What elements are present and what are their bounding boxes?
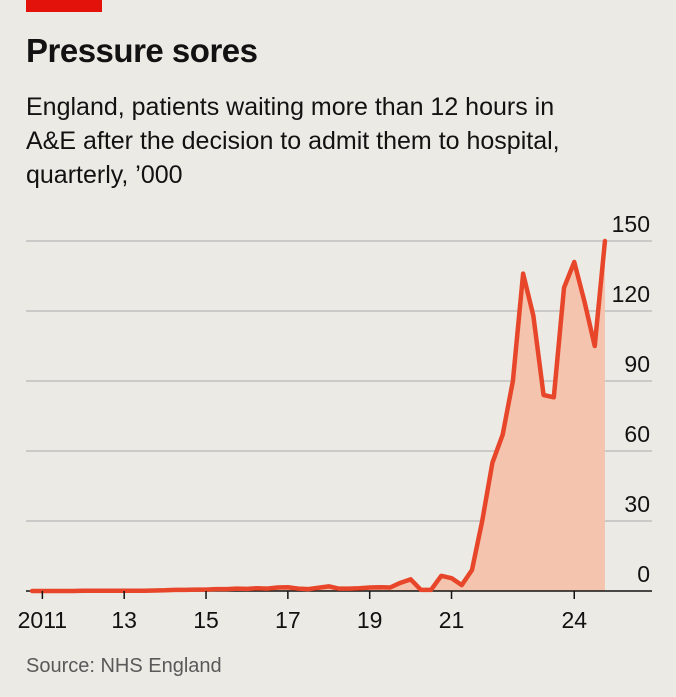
x-tick-label-15: 15 — [193, 607, 219, 633]
x-tick-label-13: 13 — [111, 607, 137, 633]
y-tick-label-60: 60 — [624, 421, 650, 447]
x-tick-label-17: 17 — [275, 607, 301, 633]
x-tick-label-19: 19 — [357, 607, 383, 633]
x-ticks: 2011 13 15 17 19 21 24 — [18, 591, 587, 633]
y-tick-labels: 0 30 60 90 120 150 — [612, 211, 650, 587]
x-tick-label-2011: 2011 — [18, 607, 67, 633]
x-tick-label-21: 21 — [439, 607, 465, 633]
y-tick-label-30: 30 — [624, 491, 650, 517]
area-fill — [32, 241, 605, 591]
chart-title: Pressure sores — [26, 32, 258, 69]
y-tick-label-90: 90 — [624, 351, 650, 377]
source-note: Source: NHS England — [26, 655, 222, 677]
x-tick-label-24: 24 — [561, 607, 587, 633]
y-tick-label-120: 120 — [612, 281, 650, 307]
y-tick-label-150: 150 — [612, 211, 650, 237]
series-line — [29, 238, 608, 594]
area-fill-group — [32, 241, 605, 591]
area-chart: 0 30 60 90 120 150 2011 13 15 17 19 21 24 — [18, 211, 652, 633]
y-tick-label-0: 0 — [637, 561, 650, 587]
series-line-group — [29, 238, 608, 594]
chart-subtitle: England, patients waiting more than 12 h… — [26, 93, 560, 189]
accent-bar — [26, 0, 102, 12]
